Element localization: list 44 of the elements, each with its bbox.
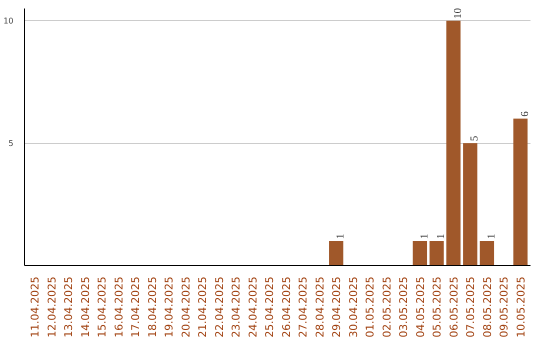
x-tick-label: 30.04.2025 bbox=[346, 276, 360, 338]
x-tick-label: 09.05.2025 bbox=[498, 276, 511, 338]
x-tick-label: 19.04.2025 bbox=[162, 276, 176, 338]
x-tick-label: 06.05.2025 bbox=[447, 276, 460, 338]
bar bbox=[480, 241, 494, 266]
data-label: 10 bbox=[452, 8, 464, 19]
x-tick-label: 18.04.2025 bbox=[146, 276, 159, 338]
x-tick-label: 16.04.2025 bbox=[112, 276, 126, 338]
x-tick-label: 27.04.2025 bbox=[296, 276, 310, 338]
x-tick-label: 08.05.2025 bbox=[480, 276, 494, 338]
data-label: 5 bbox=[470, 136, 481, 142]
x-tick-label: 10.05.2025 bbox=[514, 276, 528, 338]
data-label: 1 bbox=[419, 234, 430, 240]
x-tick-label: 11.04.2025 bbox=[28, 276, 42, 338]
x-tick-label: 07.05.2025 bbox=[464, 276, 478, 338]
x-tick-label: 20.04.2025 bbox=[179, 276, 192, 338]
x-tick-label: 15.04.2025 bbox=[96, 276, 109, 338]
x-tick-label: 21.04.2025 bbox=[196, 276, 210, 338]
x-tick-label: 29.04.2025 bbox=[330, 276, 344, 338]
x-tick-label: 17.04.2025 bbox=[129, 276, 142, 338]
bar bbox=[513, 118, 528, 266]
x-tick-label: 23.04.2025 bbox=[230, 276, 243, 338]
x-tick-label: 26.04.2025 bbox=[280, 276, 293, 338]
x-tick-label: 22.04.2025 bbox=[212, 276, 226, 338]
x-tick-label: 25.04.2025 bbox=[263, 276, 276, 338]
x-tick-label: 28.04.2025 bbox=[313, 276, 326, 338]
x-tick-label: 01.05.2025 bbox=[364, 276, 377, 338]
data-label: 6 bbox=[520, 110, 531, 117]
bar bbox=[329, 241, 344, 266]
x-tick-label: 02.05.2025 bbox=[380, 276, 394, 338]
x-tick-label: 05.05.2025 bbox=[430, 276, 444, 338]
data-label: 1 bbox=[436, 234, 448, 240]
x-tick-label: 03.05.2025 bbox=[397, 276, 410, 338]
bar bbox=[446, 20, 461, 266]
x-tick-label: 13.04.2025 bbox=[62, 276, 76, 338]
data-label: 1 bbox=[336, 234, 347, 240]
x-tick-label: 04.05.2025 bbox=[414, 276, 427, 338]
bar bbox=[430, 241, 444, 266]
x-tick-label: 12.04.2025 bbox=[45, 276, 58, 338]
x-tick-label: 14.04.2025 bbox=[78, 276, 92, 338]
data-label: 1 bbox=[486, 234, 498, 240]
x-tick-label: 24.04.2025 bbox=[246, 276, 260, 338]
bar bbox=[412, 241, 428, 266]
bar bbox=[463, 143, 478, 266]
